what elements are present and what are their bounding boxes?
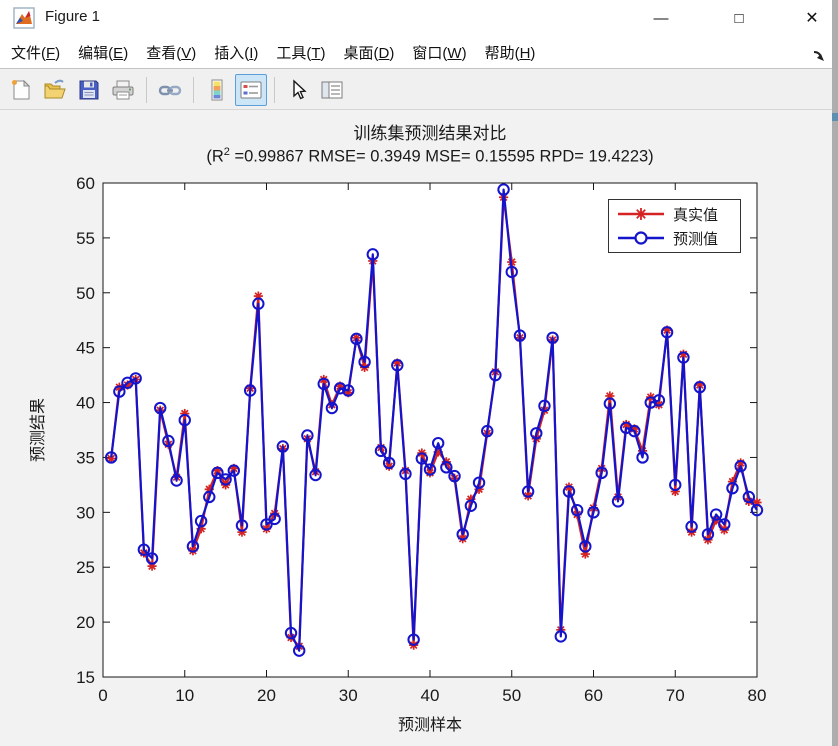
x-tick-label: 70 bbox=[666, 686, 685, 705]
open-folder-icon bbox=[44, 79, 66, 98]
legend-sample-asterisk bbox=[618, 208, 664, 220]
x-tick-label: 40 bbox=[421, 686, 440, 705]
y-tick-label: 15 bbox=[76, 668, 95, 687]
toolbar-separator bbox=[274, 76, 275, 103]
legend-sample-circle bbox=[618, 231, 664, 245]
open-file-button[interactable] bbox=[39, 74, 71, 106]
x-tick-label: 50 bbox=[502, 686, 521, 705]
x-axis-label: 预测样本 bbox=[397, 717, 462, 734]
toolbar-separator bbox=[193, 76, 194, 103]
new-figure-icon bbox=[12, 79, 31, 99]
print-figure-button[interactable] bbox=[107, 74, 139, 106]
x-tick-label: 10 bbox=[175, 686, 194, 705]
y-tick-label: 40 bbox=[76, 394, 95, 413]
right-edge-accent bbox=[832, 113, 838, 121]
legend-entry-pred[interactable]: 预测值 bbox=[609, 226, 740, 250]
toolbar-separator bbox=[146, 76, 147, 103]
maximize-button[interactable]: □ bbox=[734, 9, 744, 27]
link-plot-button[interactable] bbox=[154, 74, 186, 106]
cursor-arrow-icon bbox=[293, 78, 307, 99]
dock-figure-icon[interactable] bbox=[812, 49, 826, 63]
axes-box bbox=[102, 182, 758, 678]
x-tick-label: 30 bbox=[339, 686, 358, 705]
x-tick-label: 80 bbox=[748, 686, 767, 705]
legend-icon bbox=[240, 81, 262, 98]
y-tick-label: 55 bbox=[76, 229, 95, 248]
y-tick-label: 30 bbox=[76, 503, 95, 522]
y-tick-label: 20 bbox=[76, 613, 95, 632]
new-figure-button[interactable] bbox=[5, 74, 37, 106]
link-chain-icon bbox=[158, 85, 182, 95]
chart-title: 训练集预测结果对比 bbox=[353, 124, 507, 143]
series-markers-pred bbox=[104, 183, 764, 657]
menu-F[interactable]: 文件(F) bbox=[11, 44, 61, 62]
save-floppy-icon bbox=[79, 80, 99, 99]
toolbar bbox=[0, 70, 838, 110]
x-tick-label: 60 bbox=[584, 686, 603, 705]
insert-colorbar-button[interactable] bbox=[201, 74, 233, 106]
printer-icon bbox=[112, 80, 134, 99]
x-tick-label: 20 bbox=[257, 686, 276, 705]
property-panel-icon bbox=[321, 81, 343, 98]
y-tick-label: 25 bbox=[76, 558, 95, 577]
subtitle-sup: 2 bbox=[223, 146, 230, 158]
menu-V[interactable]: 查看(V) bbox=[146, 44, 197, 62]
menu-D[interactable]: 桌面(D) bbox=[343, 44, 395, 62]
minimize-button[interactable]: — bbox=[653, 9, 669, 27]
y-tick-label: 35 bbox=[76, 448, 95, 467]
menu-T[interactable]: 工具(T) bbox=[276, 44, 326, 62]
y-tick-label: 50 bbox=[76, 284, 95, 303]
subtitle-pre: (R bbox=[206, 147, 224, 166]
chart-subtitle: (R2 =0.99867 RMSE= 0.3949 MSE= 0.15595 R… bbox=[60, 146, 800, 167]
window-title: Figure 1 bbox=[45, 8, 101, 25]
property-inspector-button[interactable] bbox=[316, 74, 348, 106]
close-button[interactable]: ✕ bbox=[805, 10, 819, 27]
subtitle-post: =0.99867 RMSE= 0.3949 MSE= 0.15595 RPD= … bbox=[229, 147, 654, 166]
menu-E[interactable]: 编辑(E) bbox=[78, 44, 129, 62]
series-line-pred bbox=[110, 188, 758, 652]
x-tick-label: 0 bbox=[98, 686, 107, 705]
plot-svg: 0 10 20 30 40 50 60 70 80 15 20 25 30 35 40 45 50 55 60 bbox=[76, 174, 767, 705]
legend-label-pred: 预测值 bbox=[673, 231, 719, 248]
legend-label-true: 真实值 bbox=[673, 207, 719, 224]
y-axis-label: 预测结果 bbox=[30, 398, 47, 463]
save-figure-button[interactable] bbox=[73, 74, 105, 106]
menubar: 文件(F) 编辑(E) 查看(V) 插入(I) 工具(T) 桌面(D) 窗口(W) 帮助(H) bbox=[0, 36, 838, 69]
y-tick-label: 45 bbox=[76, 339, 95, 358]
matlab-figure-icon bbox=[13, 7, 35, 29]
legend[interactable]: 真实值 预测值 bbox=[608, 199, 741, 253]
colorbar-icon bbox=[211, 79, 223, 100]
window-right-edge bbox=[832, 0, 838, 746]
edit-plot-button[interactable] bbox=[282, 74, 314, 106]
titlebar: Figure 1 — □ ✕ bbox=[0, 0, 838, 36]
insert-legend-button[interactable] bbox=[235, 73, 267, 106]
menu-W[interactable]: 窗口(W) bbox=[412, 44, 467, 62]
legend-entry-true[interactable]: 真实值 bbox=[609, 202, 740, 226]
y-tick-label: 60 bbox=[76, 174, 95, 193]
menu-H[interactable]: 帮助(H) bbox=[484, 44, 536, 62]
menu-I[interactable]: 插入(I) bbox=[214, 44, 259, 62]
